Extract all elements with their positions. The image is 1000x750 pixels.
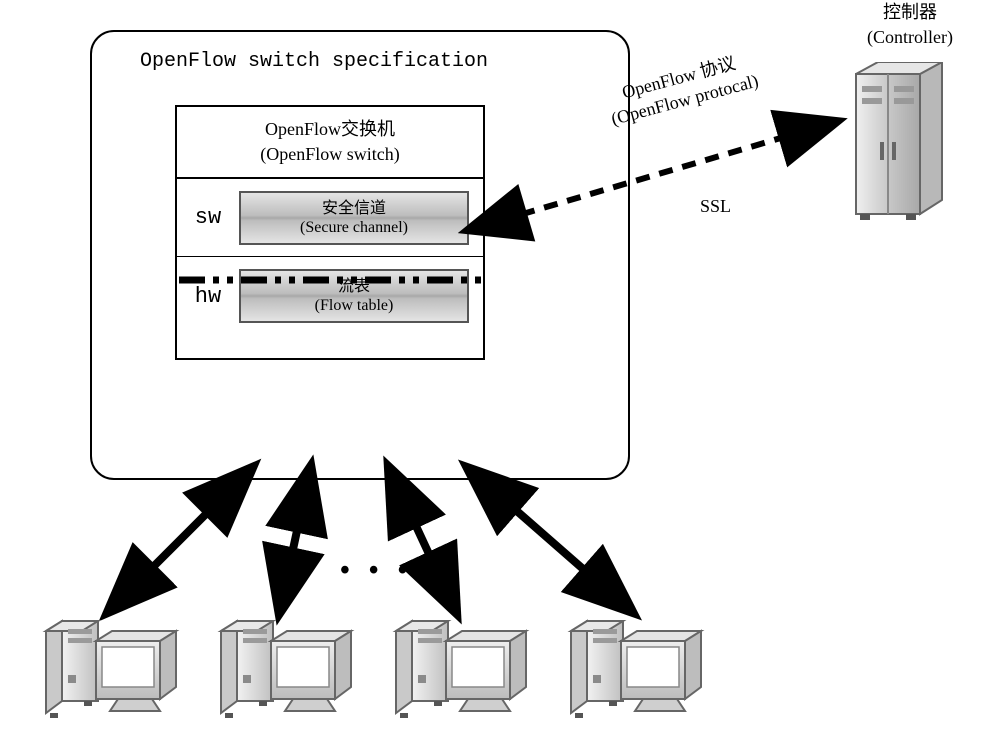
- sw-hw-separator: [175, 272, 487, 288]
- controller-label: 控制器 (Controller): [830, 0, 990, 50]
- switch-header-en: (OpenFlow switch): [181, 142, 479, 167]
- secure-channel-cn: 安全信道: [322, 199, 386, 218]
- secure-channel-chip: 安全信道 (Secure channel): [239, 191, 469, 245]
- controller-label-en: (Controller): [830, 25, 990, 50]
- hosts-ellipsis: • • •: [340, 555, 413, 587]
- flow-table-en: (Flow table): [315, 296, 394, 315]
- switch-header: OpenFlow交换机 (OpenFlow switch): [177, 107, 483, 179]
- workstation-3-icon: [390, 615, 540, 725]
- controller-label-cn: 控制器: [830, 0, 990, 25]
- openflow-switch-box: OpenFlow交换机 (OpenFlow switch) sw 安全信道 (S…: [175, 105, 485, 360]
- controller-server-icon: [850, 62, 950, 222]
- ssl-label: SSL: [700, 195, 731, 218]
- row-tag-sw: sw: [177, 205, 239, 230]
- secure-channel-en: (Secure channel): [300, 218, 408, 237]
- spec-title: OpenFlow switch specification: [140, 50, 488, 73]
- switch-row-sw: sw 安全信道 (Secure channel): [177, 179, 483, 257]
- switch-row-hw: hw 流表 (Flow table): [177, 257, 483, 335]
- switch-header-cn: OpenFlow交换机: [181, 117, 479, 142]
- workstation-4-icon: [565, 615, 715, 725]
- workstation-1-icon: [40, 615, 190, 725]
- workstation-2-icon: [215, 615, 365, 725]
